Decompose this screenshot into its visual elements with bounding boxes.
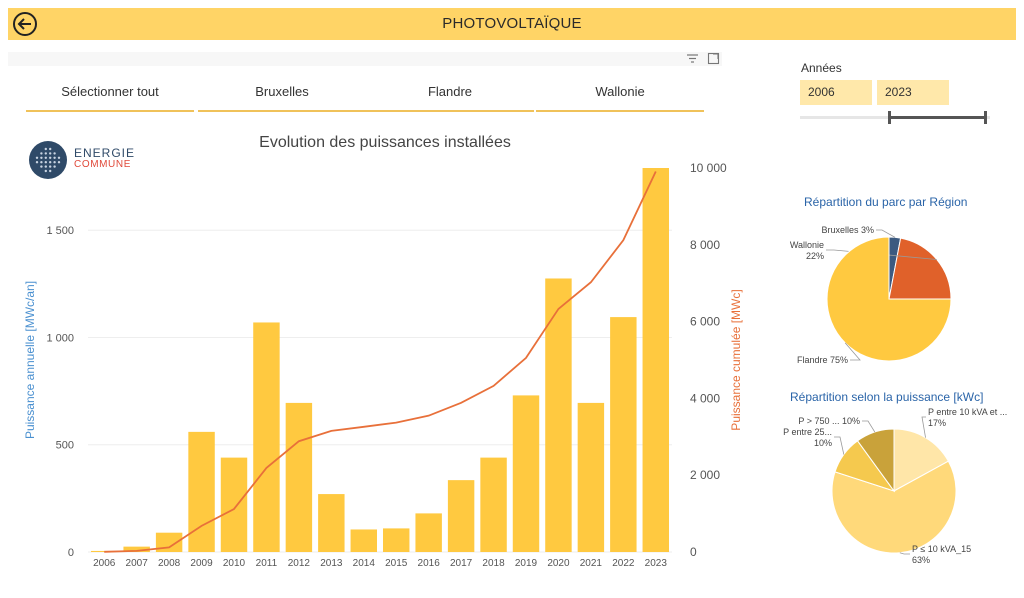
- bar[interactable]: [123, 546, 150, 552]
- slicer-item-bruxelles[interactable]: Bruxelles: [198, 80, 366, 112]
- leader-line: [899, 552, 910, 555]
- slider-handle-end[interactable]: [984, 111, 987, 124]
- x-tick-label: 2023: [645, 558, 668, 569]
- y2-tick-label: 8 000: [690, 238, 720, 252]
- bar[interactable]: [642, 168, 669, 552]
- bar[interactable]: [285, 402, 313, 552]
- visual-header-strip: [8, 52, 722, 66]
- x-tick-label: 2021: [580, 558, 603, 569]
- y2-tick-label: 6 000: [690, 315, 720, 329]
- bar[interactable]: [545, 278, 572, 552]
- leader-line: [834, 436, 845, 455]
- bar[interactable]: [253, 322, 280, 552]
- y2-axis-label: Puissance cumulée [MWc]: [729, 289, 743, 430]
- leader-line: [862, 420, 876, 433]
- chart-title: Evolution des puissances installées: [259, 134, 511, 151]
- bar[interactable]: [610, 317, 637, 552]
- pie-label: Bruxelles 3%: [821, 225, 874, 235]
- y2-tick-label: 0: [690, 545, 697, 559]
- x-tick-label: 2017: [450, 558, 473, 569]
- bar[interactable]: [188, 431, 215, 552]
- pie-label: P ≤ 10 kVA_15: [912, 544, 971, 554]
- year-start-input[interactable]: 2006: [800, 80, 872, 105]
- y2-tick-label: 10 000: [690, 161, 727, 175]
- cumulative-line[interactable]: [104, 171, 657, 553]
- leader-line: [826, 249, 937, 260]
- slicer-item-wallonie[interactable]: Wallonie: [536, 80, 704, 112]
- energie-commune-logo: [29, 141, 67, 179]
- filter-icon[interactable]: [686, 52, 699, 65]
- slicer-item-select-all[interactable]: Sélectionner tout: [26, 80, 194, 112]
- bar[interactable]: [577, 402, 605, 552]
- power-pie-chart: P entre 10 kVA et ...17% P ≤ 10 kVA_1563%…: [783, 407, 1007, 565]
- leader-line: [844, 342, 861, 361]
- y-axis-label: Puissance annuelle [MWc/an]: [23, 281, 37, 439]
- region-pie-title: Répartition du parc par Région: [804, 195, 968, 209]
- x-tick-label: 2008: [158, 558, 181, 569]
- x-tick-label: 2019: [515, 558, 538, 569]
- pie-label: P > 750 ... 10%: [798, 416, 860, 426]
- pie-percent-label: 17%: [928, 418, 946, 428]
- y-tick-label: 1 500: [46, 225, 74, 237]
- leader-line: [876, 229, 896, 238]
- x-tick-label: 2013: [320, 558, 343, 569]
- bar[interactable]: [383, 528, 410, 552]
- pie-label: Flandre 75%: [797, 355, 848, 365]
- bar[interactable]: [220, 457, 248, 552]
- x-tick-label: 2009: [190, 558, 213, 569]
- x-tick-label: 2012: [288, 558, 311, 569]
- pie-percent-label: 10%: [814, 438, 832, 448]
- bar[interactable]: [350, 529, 377, 552]
- bar[interactable]: [415, 513, 442, 552]
- page-title: PHOTOVOLTAÏQUE: [442, 15, 582, 32]
- leader-line: [921, 416, 926, 438]
- x-tick-label: 2018: [482, 558, 505, 569]
- title-bar: PHOTOVOLTAÏQUE: [8, 8, 1016, 40]
- pie-slice[interactable]: [888, 237, 952, 300]
- y2-tick-label: 2 000: [690, 468, 720, 482]
- x-tick-label: 2010: [223, 558, 246, 569]
- slicer-item-flandre[interactable]: Flandre: [366, 80, 534, 112]
- pie-slice[interactable]: [893, 428, 950, 492]
- year-range-slider[interactable]: [796, 110, 996, 126]
- pie-label: P entre 10 kVA et ...: [928, 407, 1007, 417]
- logo-text-energie: ENERGIE: [74, 146, 136, 160]
- x-tick-label: 2022: [612, 558, 635, 569]
- pie-percent-label: 22%: [806, 251, 824, 261]
- slider-handle-start[interactable]: [888, 111, 891, 124]
- y-tick-label: 1 000: [46, 332, 74, 344]
- bar[interactable]: [512, 395, 540, 552]
- logo-text-commune: COMMUNE: [74, 159, 131, 170]
- bar[interactable]: [480, 457, 507, 552]
- x-tick-label: 2014: [353, 558, 376, 569]
- x-tick-label: 2020: [547, 558, 570, 569]
- installed-power-chart: 0 500 1 000 1 500 0 2 000 4 000 6 000 8 000 10 00…: [23, 161, 743, 569]
- y-tick-label: 500: [56, 440, 74, 452]
- power-pie-title: Répartition selon la puissance [kWc]: [790, 390, 984, 404]
- focus-mode-icon[interactable]: [707, 52, 720, 65]
- bar[interactable]: [155, 532, 183, 552]
- bar[interactable]: [447, 480, 475, 552]
- arrow-left-circle-icon[interactable]: [12, 11, 38, 37]
- years-filter-label: Années: [801, 61, 842, 75]
- x-tick-label: 2016: [418, 558, 441, 569]
- pie-slice[interactable]: [826, 236, 952, 362]
- x-tick-label: 2006: [93, 558, 116, 569]
- y-tick-label: 0: [68, 547, 74, 559]
- pie-label: P entre 25...: [783, 427, 832, 437]
- x-tick-label: 2011: [256, 558, 278, 569]
- x-tick-label: 2015: [385, 558, 408, 569]
- pie-label: Wallonie: [790, 240, 824, 250]
- x-tick-label: 2007: [126, 558, 149, 569]
- pie-percent-label: 63%: [912, 555, 930, 565]
- y2-tick-label: 4 000: [690, 391, 720, 405]
- bar[interactable]: [318, 494, 345, 552]
- year-end-input[interactable]: 2023: [877, 80, 949, 105]
